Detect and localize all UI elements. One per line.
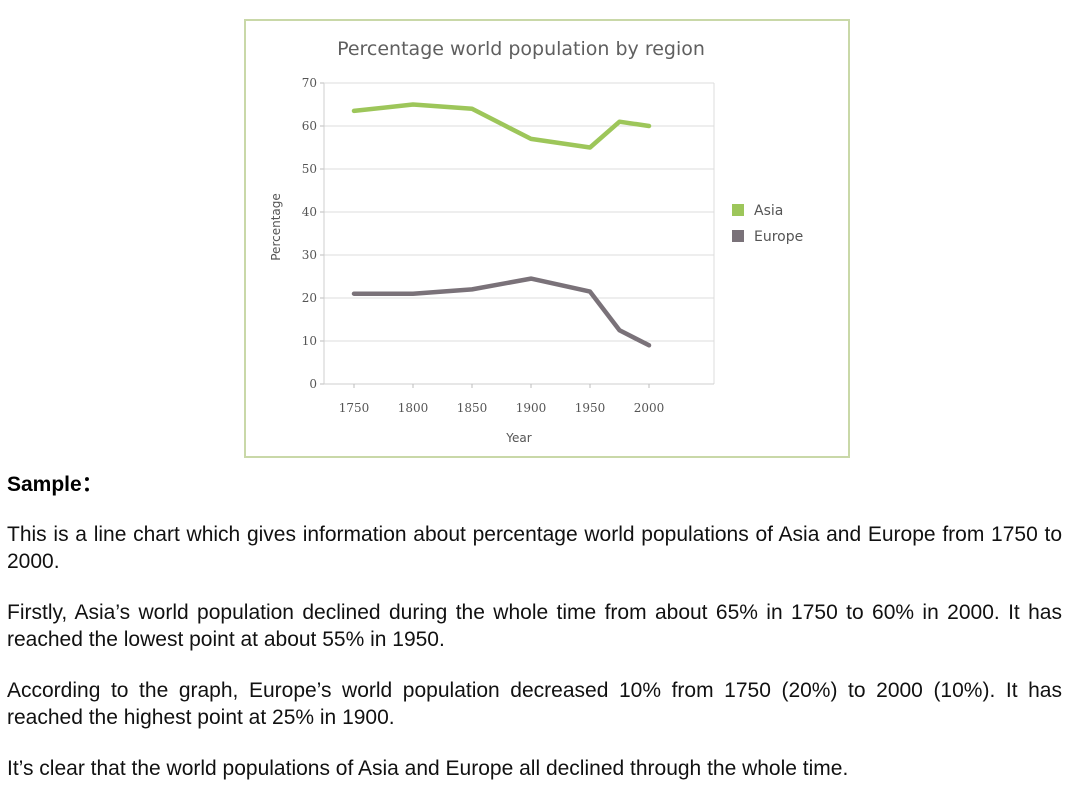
y-tick-label-50: 50 <box>302 162 317 176</box>
legend-swatch-asia <box>732 204 744 216</box>
line-chart: Percentage world population by region 0 1… <box>269 38 803 445</box>
x-axis-title: Year <box>505 431 531 445</box>
x-tick-label-1850: 1850 <box>457 401 488 415</box>
paragraph-europe: According to the graph, Europe’s world p… <box>7 679 1062 729</box>
series-line-asia <box>351 102 652 150</box>
chart-container: Percentage world population by region 0 1… <box>244 19 850 458</box>
x-tick-label-1900: 1900 <box>516 401 547 415</box>
paragraph-conclusion: It’s clear that the world populations of… <box>7 757 849 780</box>
chart-title: Percentage world population by region <box>337 38 705 60</box>
x-tick-label-1950: 1950 <box>575 401 606 415</box>
y-tick-label-10: 10 <box>302 334 317 348</box>
y-tick-label-20: 20 <box>302 291 317 305</box>
legend-label-asia: Asia <box>754 203 783 219</box>
x-tick-label-1750: 1750 <box>339 401 370 415</box>
y-axis-title: Percentage <box>269 193 283 261</box>
legend-label-europe: Europe <box>754 229 803 245</box>
x-tick-label-1800: 1800 <box>398 401 429 415</box>
y-tick-label-70: 70 <box>302 76 317 90</box>
y-tick-label-60: 60 <box>302 119 317 133</box>
paragraph-asia: Firstly, Asia’s world population decline… <box>7 601 1062 651</box>
sample-text: Sample： This is a line chart which gives… <box>7 470 1062 782</box>
x-tick-label-2000: 2000 <box>634 401 665 415</box>
paragraph-intro: This is a line chart which gives informa… <box>7 523 1062 573</box>
series-line-europe <box>351 276 652 348</box>
y-tick-label-40: 40 <box>302 205 317 219</box>
y-tick-label-0: 0 <box>309 377 317 391</box>
legend-swatch-europe <box>732 230 744 242</box>
sample-heading: Sample： <box>7 473 103 496</box>
y-tick-label-30: 30 <box>302 248 317 262</box>
